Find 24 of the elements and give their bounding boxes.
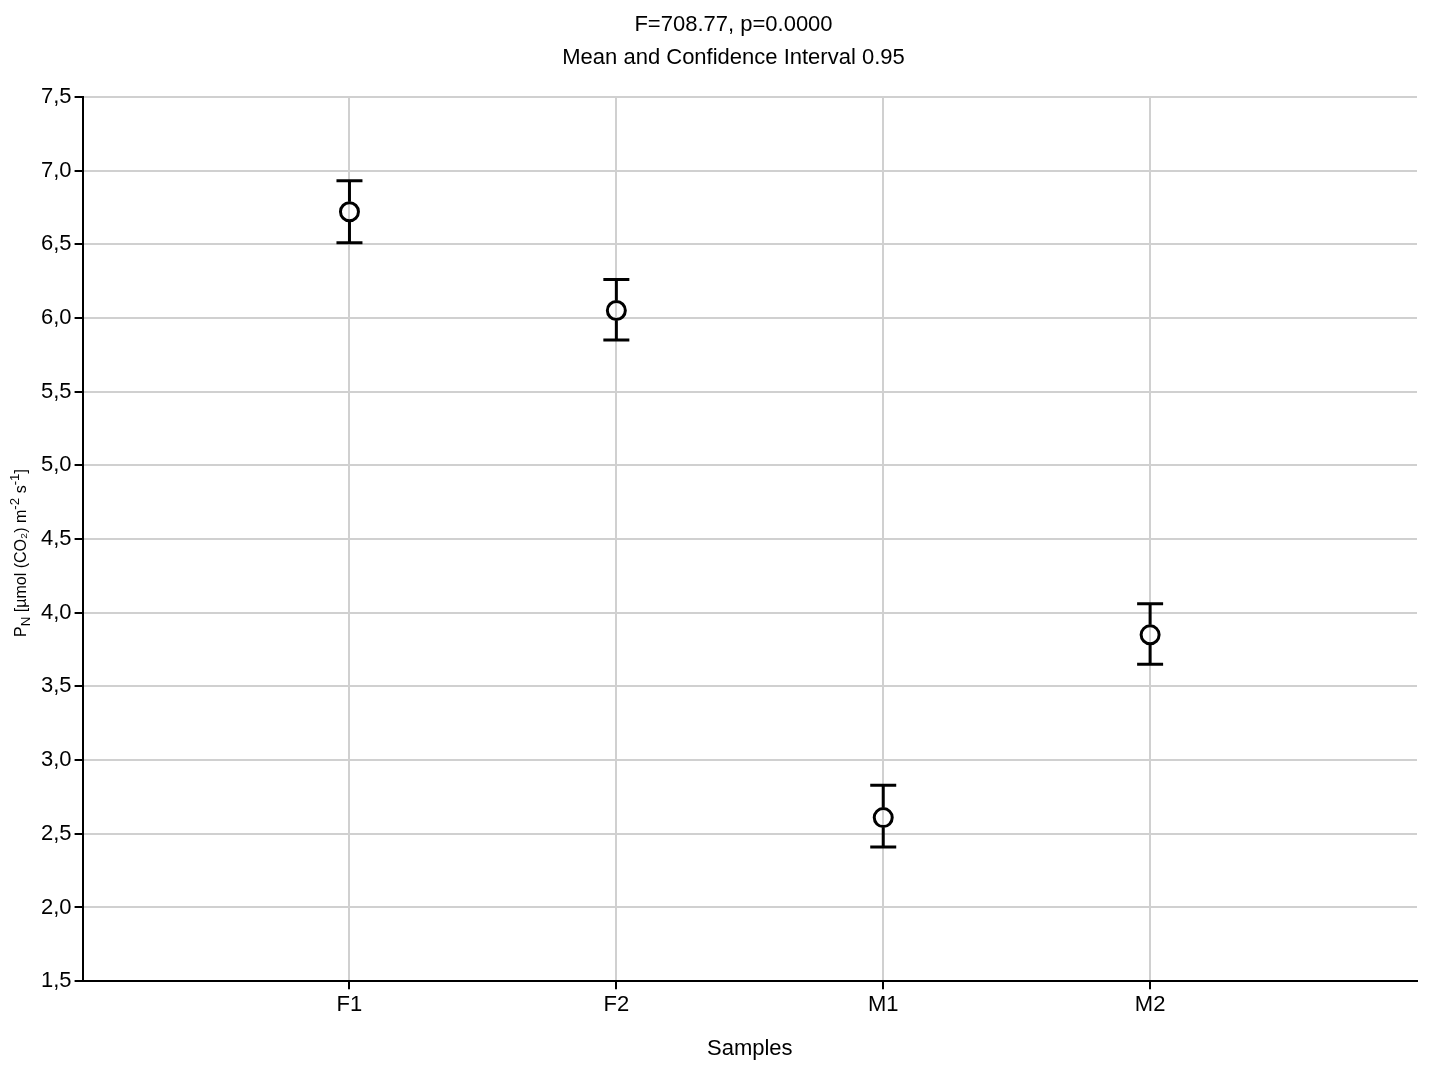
y-tick-label: 6,0: [40, 303, 72, 329]
x-axis-title: Samples: [706, 1034, 793, 1060]
y-tick-label: 4,5: [40, 525, 72, 551]
y-tick-label: 4,0: [40, 598, 72, 624]
x-tick-label: F2: [603, 991, 630, 1017]
point: [605, 300, 627, 322]
y-tick-label: 3,0: [40, 746, 72, 772]
y-tick-label: 6,5: [40, 230, 72, 256]
x-tick-label: M1: [867, 991, 899, 1017]
y-tick-label: 5,5: [40, 377, 72, 403]
point: [1139, 624, 1161, 646]
x-tick-label: M2: [1134, 991, 1166, 1017]
chart-title: F=708.77, p=0.0000: [634, 11, 833, 37]
y-tick-label: 3,5: [40, 672, 72, 698]
chart-subtitle: Mean and Confidence Interval 0.95: [562, 43, 905, 69]
x-tick-label: F1: [336, 991, 363, 1017]
point: [872, 807, 894, 829]
point: [338, 201, 360, 223]
y-tick-label: 5,0: [40, 451, 72, 477]
y-tick-label: 2,0: [40, 893, 72, 919]
y-tick-label: 2,5: [40, 819, 72, 845]
y-tick-label: 7,0: [40, 156, 72, 182]
y-tick-label: 7,5: [40, 82, 72, 108]
y-tick-label: 1,5: [40, 967, 72, 993]
